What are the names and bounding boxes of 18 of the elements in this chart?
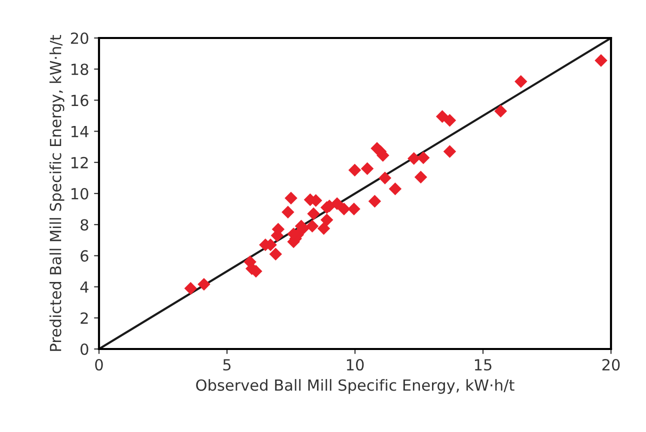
x-tick-label: 5 (223, 359, 231, 371)
y-tick-label: 16 (72, 94, 88, 106)
x-tick-label: 0 (95, 358, 103, 371)
y-tick-label: 6 (80, 250, 88, 262)
y-axis-title: Predicted Ball Mill Specific Energy, kW·h/t (49, 35, 64, 351)
y-tick-label: 10 (72, 188, 88, 200)
x-tick-label: 10 (346, 358, 364, 371)
y-tick-label: 18 (72, 64, 88, 76)
x-tick-label: 15 (474, 359, 492, 371)
y-tick-label: 12 (72, 156, 88, 168)
x-axis-title: Observed Ball Mill Specific Energy, kW·h/t (196, 379, 514, 394)
x-tick-label: 20 (602, 358, 620, 371)
y-tick-label: 0 (80, 343, 88, 356)
y-tick-label: 2 (80, 312, 88, 324)
y-tick-label: 8 (80, 219, 88, 231)
y-tick-label: 20 (70, 32, 88, 44)
y-tick-label: 4 (80, 281, 88, 293)
y-tick-label: 14 (72, 126, 88, 138)
